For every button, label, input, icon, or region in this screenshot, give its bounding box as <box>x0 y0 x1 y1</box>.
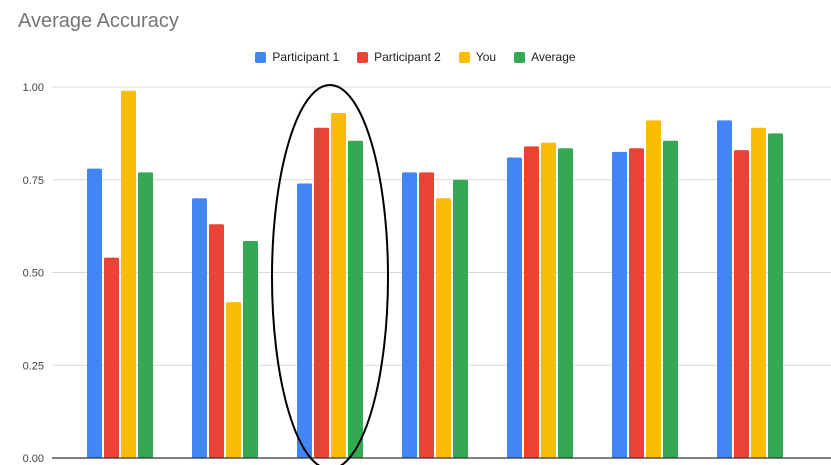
legend-item-average[interactable]: Average <box>514 50 576 64</box>
legend: Participant 1 Participant 2 You Average <box>0 50 831 64</box>
bar-average <box>453 179 468 458</box>
bar-participant-2 <box>209 224 224 458</box>
bar-you <box>331 112 346 458</box>
legend-swatch-average <box>514 51 526 63</box>
bar-participant-1 <box>402 172 417 458</box>
legend-item-participant-1[interactable]: Participant 1 <box>255 50 339 64</box>
bar-you <box>436 198 451 459</box>
bar-participant-1 <box>612 151 627 459</box>
y-tick-label: 0.50 <box>23 268 44 280</box>
legend-item-you[interactable]: You <box>458 50 497 64</box>
legend-swatch-participant-1 <box>255 51 267 63</box>
bar-average <box>138 172 153 458</box>
bar-you <box>226 302 241 458</box>
legend-label-you: You <box>475 50 497 64</box>
bar-participant-2 <box>314 127 329 458</box>
bar-participant-2 <box>629 148 644 458</box>
bar-average <box>663 140 678 459</box>
bar-average <box>558 148 573 458</box>
y-tick-label: 0.75 <box>23 175 44 187</box>
bar-participant-1 <box>87 168 102 458</box>
bar-average <box>243 240 258 458</box>
bar-you <box>541 142 556 458</box>
legend-swatch-you <box>458 51 470 63</box>
y-tick-label: 0.00 <box>23 453 44 465</box>
legend-label-participant-2: Participant 2 <box>374 50 441 64</box>
legend-label-average: Average <box>531 50 576 64</box>
chart-title: Average Accuracy <box>18 10 179 32</box>
bar-participant-2 <box>524 146 539 459</box>
bar-you <box>646 120 661 458</box>
bar-you <box>751 127 766 458</box>
legend-label-participant-1: Participant 1 <box>272 50 340 64</box>
bar-average <box>768 133 783 458</box>
legend-swatch-participant-2 <box>357 51 369 63</box>
bar-participant-2 <box>734 150 749 458</box>
bar-participant-2 <box>419 172 434 458</box>
bar-you <box>121 90 136 459</box>
y-tick-label: 1.00 <box>23 82 44 94</box>
bar-participant-1 <box>507 157 522 459</box>
y-tick-label: 0.25 <box>23 360 44 372</box>
bar-participant-1 <box>192 198 207 459</box>
annotation-ellipse <box>271 84 389 465</box>
legend-item-participant-2[interactable]: Participant 2 <box>357 50 441 64</box>
bar-participant-1 <box>297 183 312 458</box>
bar-participant-2 <box>104 257 119 458</box>
bar-participant-1 <box>717 120 732 458</box>
bar-average <box>348 140 363 459</box>
